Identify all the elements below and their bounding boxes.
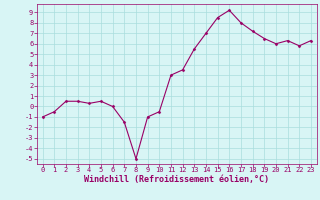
X-axis label: Windchill (Refroidissement éolien,°C): Windchill (Refroidissement éolien,°C) xyxy=(84,175,269,184)
